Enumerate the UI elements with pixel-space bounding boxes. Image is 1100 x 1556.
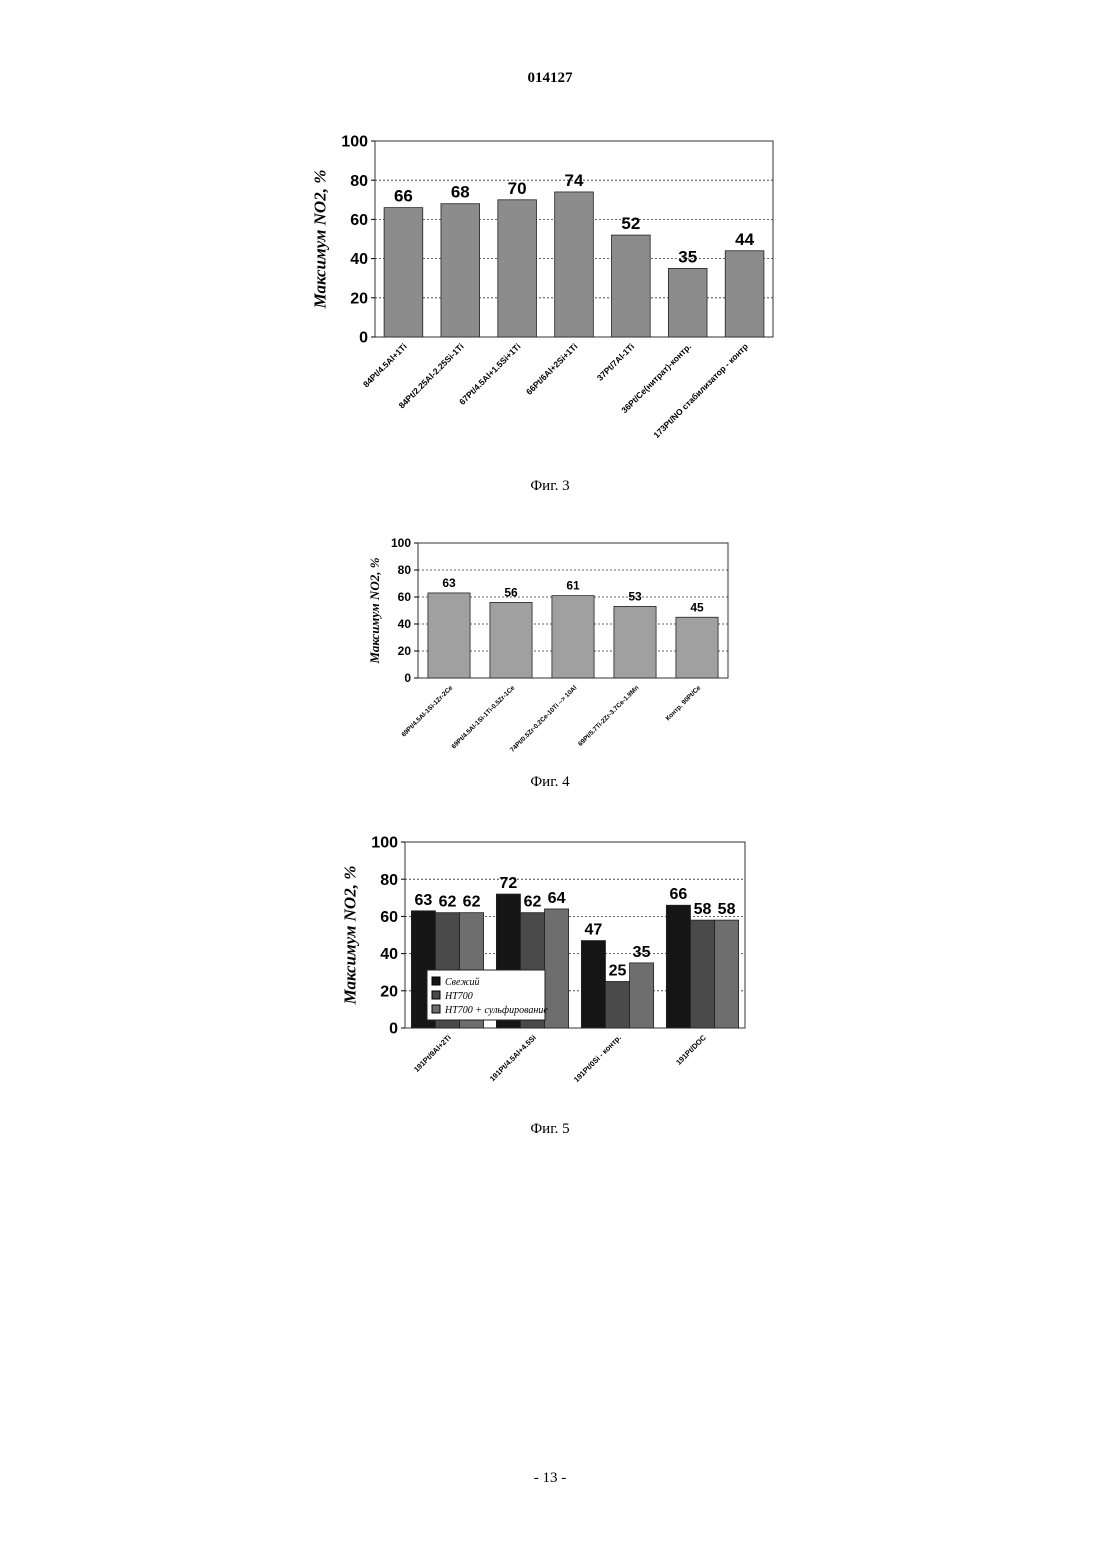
figure-caption: Фиг. 3	[530, 478, 569, 494]
bar	[490, 602, 532, 678]
y-axis-label: Максимум NO2, %	[310, 170, 329, 310]
value-label: 52	[621, 214, 640, 233]
bar	[552, 596, 594, 678]
legend-swatch	[432, 991, 440, 999]
value-label: 45	[690, 600, 704, 614]
value-label: 53	[628, 589, 642, 603]
y-axis-label: Максимум NO2, %	[340, 866, 359, 1006]
y-tick-label: 0	[404, 671, 411, 685]
y-tick-label: 80	[380, 872, 398, 889]
bar	[690, 920, 714, 1028]
value-label: 62	[524, 894, 542, 911]
value-label: 74	[565, 171, 584, 190]
y-tick-label: 100	[391, 536, 411, 550]
bar	[614, 606, 656, 678]
page-number: - 13 -	[534, 1470, 567, 1486]
y-tick-label: 40	[380, 946, 398, 963]
value-label: 64	[548, 890, 566, 907]
y-axis-label: Максимум NO2, %	[367, 557, 382, 664]
value-label: 66	[670, 886, 688, 903]
bar	[612, 235, 651, 337]
bar	[630, 963, 654, 1028]
value-label: 66	[394, 187, 413, 206]
bar	[666, 905, 690, 1028]
value-label: 58	[694, 901, 712, 918]
page: 014127 - 13 - 0 20 40 60 80 100 Максимум NO2, …	[0, 0, 1100, 1556]
y-tick-label: 100	[341, 134, 368, 151]
value-label: 25	[609, 963, 627, 980]
bar	[715, 920, 739, 1028]
bar	[725, 251, 764, 337]
y-tick-label: 60	[350, 212, 368, 229]
y-tick-label: 80	[350, 173, 368, 190]
bar	[581, 941, 605, 1028]
bar	[428, 593, 470, 678]
y-tick-label: 60	[380, 909, 398, 926]
value-label: 35	[678, 247, 697, 266]
y-tick-label: 0	[359, 330, 368, 347]
y-tick-label: 80	[398, 563, 412, 577]
value-label: 62	[439, 894, 457, 911]
value-label: 47	[585, 922, 603, 939]
value-label: 70	[508, 179, 527, 198]
value-label: 35	[633, 944, 651, 961]
value-label: 63	[442, 576, 456, 590]
bar	[555, 192, 594, 337]
bar	[441, 204, 480, 337]
y-tick-label: 20	[380, 983, 398, 1000]
value-label: 56	[504, 585, 518, 599]
y-tick-label: 40	[398, 617, 412, 631]
legend-label: HT700 + сульфирование	[444, 1005, 548, 1016]
bar	[384, 208, 423, 337]
bar	[498, 200, 537, 337]
y-tick-label: 20	[398, 644, 412, 658]
y-tick-label: 100	[371, 835, 398, 852]
value-label: 68	[451, 183, 470, 202]
y-tick-label: 0	[389, 1021, 398, 1038]
bar	[545, 909, 569, 1028]
figure-caption: Фиг. 5	[530, 1121, 569, 1137]
value-label: 44	[735, 230, 754, 249]
y-tick-label: 60	[398, 590, 412, 604]
bar	[605, 982, 629, 1029]
bar	[668, 268, 707, 337]
value-label: 62	[463, 894, 481, 911]
legend-label: Свежий	[445, 977, 480, 988]
y-tick-label: 20	[350, 290, 368, 307]
bar	[676, 617, 718, 678]
value-label: 58	[718, 901, 736, 918]
value-label: 63	[415, 892, 433, 909]
figure-caption: Фиг. 4	[530, 774, 570, 790]
value-label: 61	[566, 579, 580, 593]
value-label: 72	[500, 875, 518, 892]
legend-label: HT700	[444, 991, 473, 1002]
legend-swatch	[432, 977, 440, 985]
legend-swatch	[432, 1005, 440, 1013]
page-header: 014127	[528, 70, 574, 86]
y-tick-label: 40	[350, 251, 368, 268]
